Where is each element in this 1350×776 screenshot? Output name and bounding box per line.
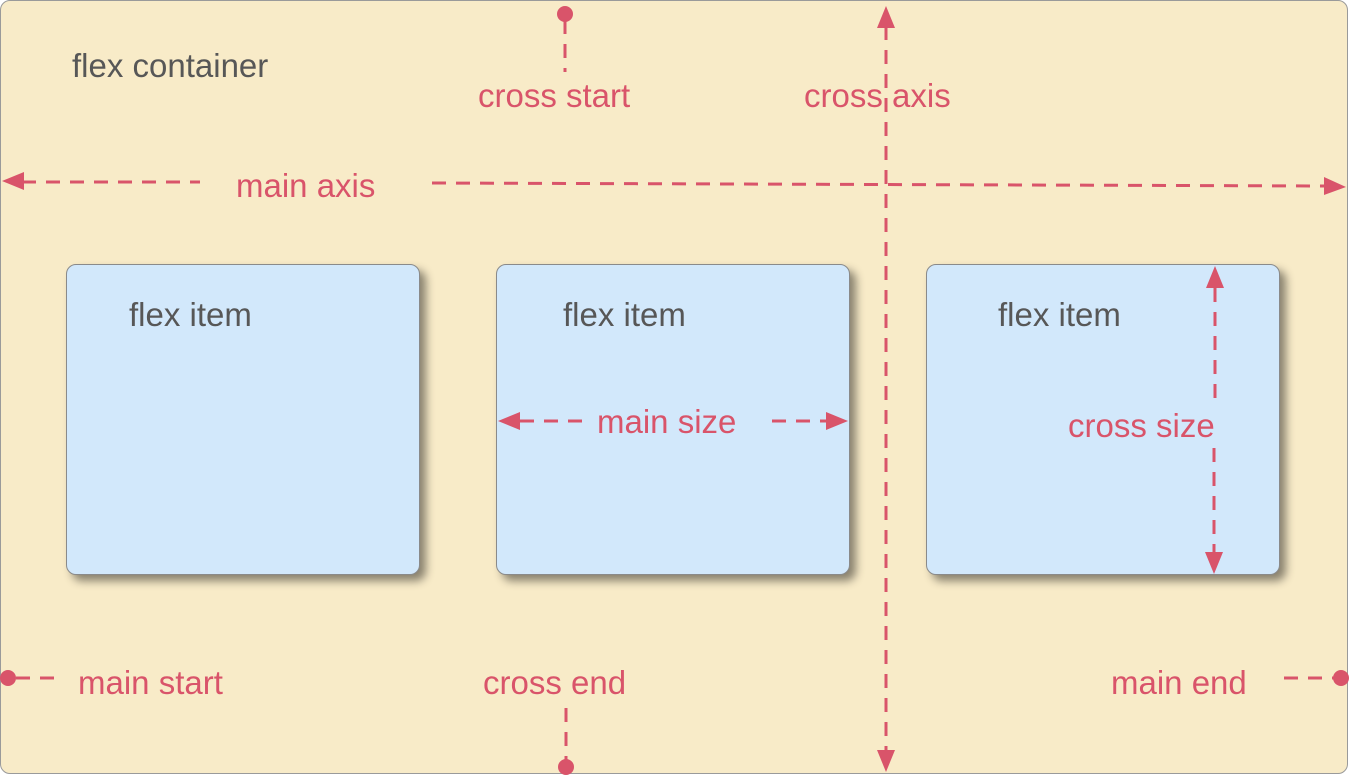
cross-axis-arrow-down	[877, 750, 895, 772]
cross-axis-arrow-up	[877, 6, 895, 28]
main-size-arrow-right	[826, 412, 848, 430]
cross-size-arrow-up	[1206, 266, 1224, 288]
flex-item-label: flex item	[998, 296, 1121, 333]
main-axis-label: main axis	[236, 167, 376, 204]
main-axis-line-right	[431, 181, 1325, 188]
main-size-label: main size	[597, 403, 737, 440]
main-start-dot	[0, 670, 16, 686]
main-end-dot	[1333, 670, 1349, 686]
main-size-arrow-left	[498, 412, 520, 430]
cross-start-dot	[557, 6, 573, 22]
main-axis-arrow-right	[1324, 177, 1346, 195]
cross-size-label: cross size	[1068, 407, 1215, 444]
cross-size-arrow-down	[1205, 552, 1223, 574]
flex-container-label: flex container	[72, 47, 269, 84]
flex-item-label: flex item	[129, 296, 252, 333]
cross-end-label: cross end	[483, 664, 627, 701]
main-axis-arrow-left	[2, 172, 24, 190]
cross-start-label: cross start	[478, 77, 631, 114]
flex-item-3: flex item	[926, 264, 1280, 575]
cross-end-dot	[558, 759, 574, 775]
main-end-label: main end	[1111, 664, 1247, 701]
main-start-label: main start	[78, 664, 223, 701]
cross-axis-label: cross axis	[804, 77, 951, 114]
flex-item-label: flex item	[563, 296, 686, 333]
flex-item-1: flex item	[66, 264, 420, 575]
